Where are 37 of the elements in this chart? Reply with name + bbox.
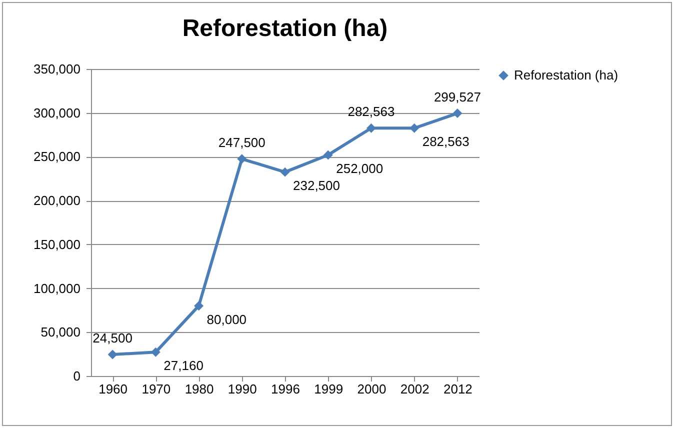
chart-title: Reforestation (ha) <box>182 15 388 42</box>
x-tick-label: 1996 <box>271 382 300 396</box>
point <box>323 150 333 160</box>
x-tick-label: 1980 <box>184 382 214 396</box>
point <box>237 154 247 164</box>
y-tick-label: 350,000 <box>34 62 80 76</box>
x-tick-label: 1960 <box>98 382 128 396</box>
x-tick-label: 1970 <box>142 382 171 396</box>
data-label: 282,563 <box>348 104 395 120</box>
x-tick-label: 1999 <box>314 382 344 396</box>
data-label: 24,500 <box>92 330 132 346</box>
data-label: 80,000 <box>206 312 247 327</box>
y-tick-label: 300,000 <box>34 105 80 120</box>
y-tick-label: 250,000 <box>34 149 80 164</box>
y-tick-label: 150,000 <box>34 236 80 252</box>
point <box>280 167 290 177</box>
legend-label: Reforestation (ha) <box>514 68 618 82</box>
data-label: 299,527 <box>434 89 481 104</box>
point <box>410 123 420 133</box>
data-label: 282,563 <box>422 134 470 150</box>
data-label: 27,160 <box>164 358 204 374</box>
y-tick-label: 200,000 <box>34 193 80 208</box>
data-label: 247,500 <box>218 134 266 150</box>
y-tick-label: 50,000 <box>40 324 80 340</box>
x-tick-label: 2000 <box>357 382 386 396</box>
y-tick-label: 100,000 <box>34 280 80 296</box>
point <box>452 108 462 118</box>
point <box>366 123 376 133</box>
x-tick-label: 1990 <box>228 382 257 396</box>
x-tick-label: 2002 <box>400 382 430 396</box>
data-label: 252,000 <box>336 160 384 176</box>
point <box>194 301 204 311</box>
data-label: 232,500 <box>293 178 340 194</box>
y-tick-label: 0 <box>73 368 80 384</box>
point <box>150 347 160 357</box>
point <box>108 350 118 360</box>
x-tick-label: 2012 <box>443 382 472 396</box>
